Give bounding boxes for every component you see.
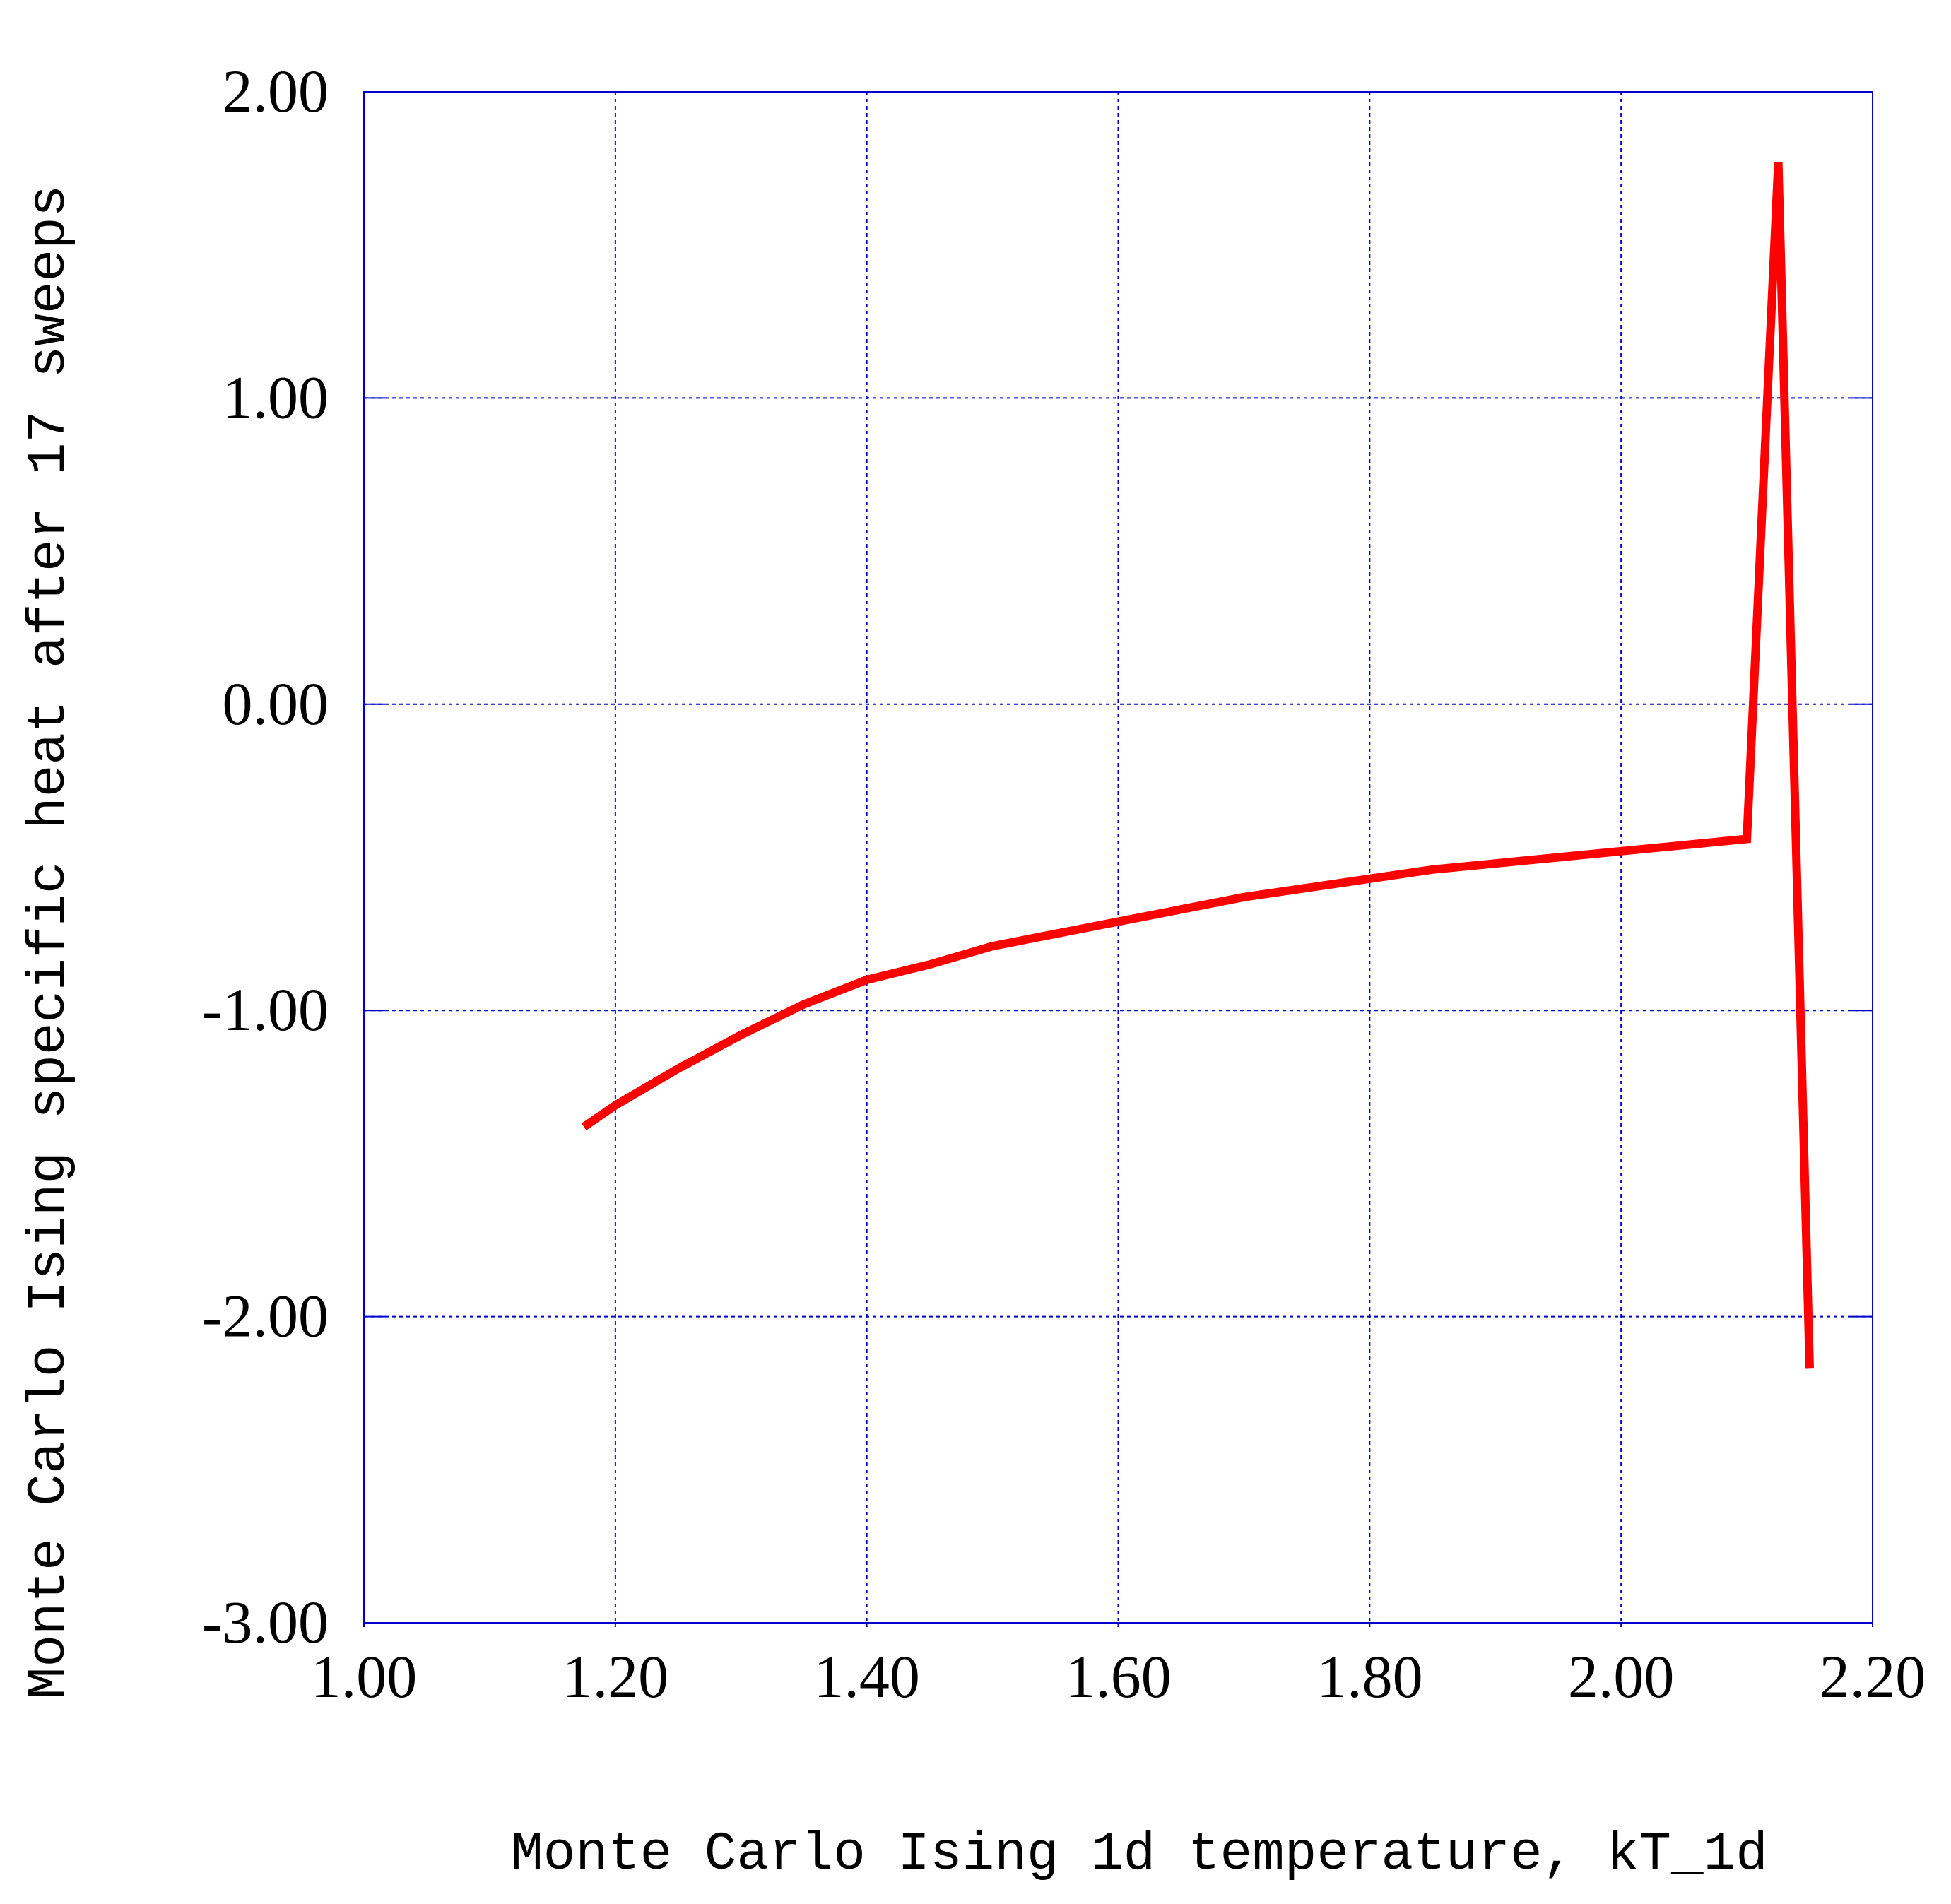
grid: [364, 92, 1873, 1623]
x-tick-label: 1.00: [311, 1643, 418, 1710]
axis-ticks: 1.00 1.20 1.40 1.60 1.80 2.00 2.20 -3.00 -2.00 -1…: [202, 57, 1926, 1710]
x-tick-label: 2.20: [1820, 1643, 1926, 1710]
x-tick-label: 1.80: [1316, 1643, 1423, 1710]
x-tick-label: 1.20: [562, 1643, 669, 1710]
y-axis-label: Monte Carlo Ising specific heat after 17…: [19, 185, 80, 1700]
x-tick-label: 2.00: [1568, 1643, 1675, 1710]
x-axis-label: Monte Carlo Ising 1d temperature, kT_1d: [511, 1824, 1768, 1885]
y-tick-label: -3.00: [202, 1588, 329, 1656]
series-group: [582, 162, 1814, 1369]
x-tick-label: 1.40: [813, 1643, 920, 1710]
y-tick-label: 0.00: [223, 670, 329, 738]
y-tick-label: -1.00: [202, 976, 329, 1043]
series-line: [582, 162, 1814, 1369]
y-tick-label: 2.00: [223, 57, 329, 125]
x-tick-label: 1.60: [1065, 1643, 1172, 1710]
y-tick-label: 1.00: [223, 363, 329, 431]
y-tick-label: -2.00: [202, 1282, 329, 1350]
